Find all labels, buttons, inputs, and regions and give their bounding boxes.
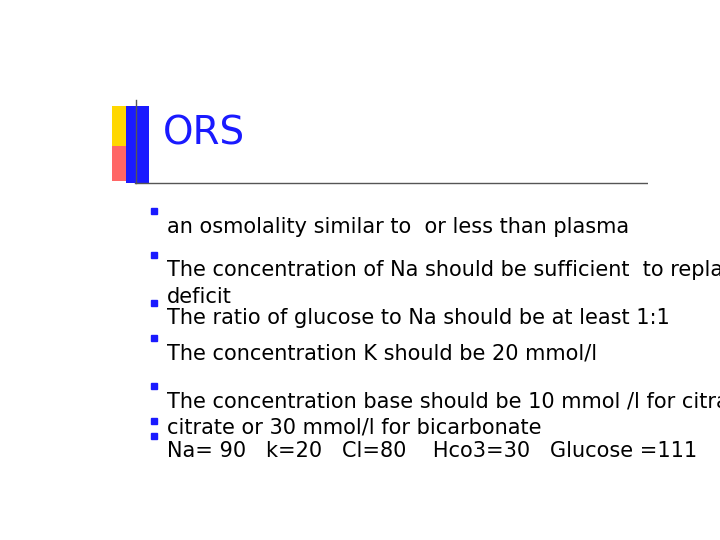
- Text: The concentration base should be 10 mmol /l for citrate or
citrate or 30 mmol/l : The concentration base should be 10 mmol…: [167, 391, 720, 437]
- Text: The ratio of glucose to Na should be at least 1:1: The ratio of glucose to Na should be at …: [167, 308, 670, 328]
- Text: The concentration K should be 20 mmol/l: The concentration K should be 20 mmol/l: [167, 343, 597, 363]
- Bar: [112, 106, 143, 148]
- Bar: [126, 106, 148, 183]
- Text: Na= 90   k=20   Cl=80    Hco3=30   Glucose =111: Na= 90 k=20 Cl=80 Hco3=30 Glucose =111: [167, 441, 697, 461]
- Bar: [112, 146, 143, 181]
- Text: The concentration of Na should be sufficient  to replace the Na
deficit: The concentration of Na should be suffic…: [167, 260, 720, 307]
- Text: ORS: ORS: [163, 114, 245, 152]
- Text: an osmolality similar to  or less than plasma: an osmolality similar to or less than pl…: [167, 217, 629, 237]
